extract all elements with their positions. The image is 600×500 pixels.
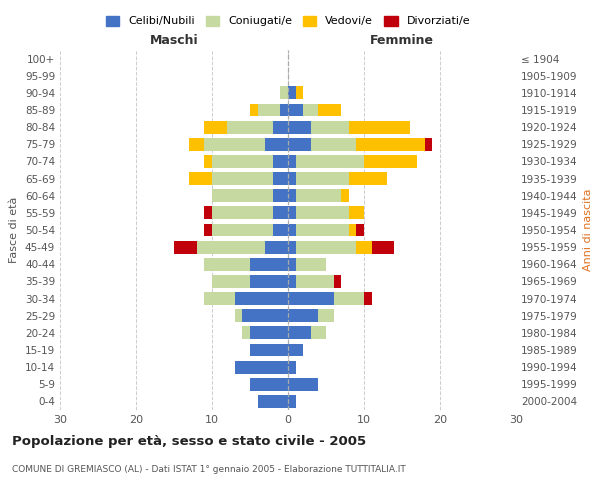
Bar bbox=[250, 344, 288, 356]
Bar bbox=[356, 224, 364, 236]
Bar bbox=[205, 292, 235, 305]
Bar bbox=[288, 190, 296, 202]
Bar bbox=[265, 240, 288, 254]
Legend: Celibi/Nubili, Coniugati/e, Vedovi/e, Divorziati/e: Celibi/Nubili, Coniugati/e, Vedovi/e, Di… bbox=[106, 16, 470, 26]
Bar bbox=[288, 326, 311, 340]
Bar bbox=[425, 138, 433, 150]
Bar bbox=[288, 378, 319, 390]
Bar bbox=[288, 275, 296, 288]
Bar bbox=[288, 360, 296, 374]
Y-axis label: Fasce di età: Fasce di età bbox=[10, 197, 19, 263]
Bar bbox=[250, 258, 288, 270]
Bar bbox=[235, 292, 288, 305]
Bar bbox=[212, 275, 250, 288]
Bar bbox=[273, 172, 288, 185]
Bar bbox=[288, 310, 319, 322]
Bar bbox=[296, 206, 349, 220]
Bar bbox=[288, 172, 296, 185]
Bar bbox=[288, 240, 296, 254]
Bar bbox=[288, 120, 311, 134]
Bar bbox=[349, 224, 356, 236]
Bar bbox=[319, 310, 334, 322]
Bar bbox=[311, 138, 356, 150]
Bar bbox=[296, 155, 364, 168]
Text: Maschi: Maschi bbox=[149, 34, 199, 46]
Bar bbox=[364, 155, 417, 168]
Bar bbox=[349, 120, 410, 134]
Bar bbox=[235, 360, 288, 374]
Bar bbox=[212, 155, 273, 168]
Bar bbox=[212, 172, 273, 185]
Y-axis label: Anni di nascita: Anni di nascita bbox=[583, 188, 593, 271]
Bar bbox=[242, 326, 250, 340]
Bar bbox=[273, 155, 288, 168]
Bar bbox=[288, 292, 334, 305]
Text: Femmine: Femmine bbox=[370, 34, 434, 46]
Bar bbox=[356, 138, 425, 150]
Bar bbox=[296, 240, 356, 254]
Bar bbox=[257, 104, 280, 117]
Bar bbox=[273, 206, 288, 220]
Bar bbox=[311, 120, 349, 134]
Bar bbox=[189, 172, 212, 185]
Bar bbox=[197, 240, 265, 254]
Bar bbox=[280, 86, 288, 100]
Bar bbox=[319, 104, 341, 117]
Bar bbox=[273, 190, 288, 202]
Bar bbox=[205, 155, 212, 168]
Bar bbox=[288, 86, 296, 100]
Bar bbox=[364, 292, 371, 305]
Bar bbox=[356, 240, 371, 254]
Bar bbox=[296, 190, 341, 202]
Bar bbox=[273, 224, 288, 236]
Bar bbox=[212, 190, 273, 202]
Bar bbox=[280, 104, 288, 117]
Bar bbox=[296, 224, 349, 236]
Bar bbox=[250, 275, 288, 288]
Text: Popolazione per età, sesso e stato civile - 2005: Popolazione per età, sesso e stato civil… bbox=[12, 435, 366, 448]
Bar bbox=[296, 275, 334, 288]
Bar bbox=[205, 138, 265, 150]
Bar bbox=[288, 155, 296, 168]
Bar bbox=[205, 224, 212, 236]
Bar bbox=[334, 292, 364, 305]
Bar bbox=[212, 224, 273, 236]
Bar bbox=[205, 206, 212, 220]
Bar bbox=[250, 104, 257, 117]
Bar bbox=[349, 206, 364, 220]
Bar bbox=[288, 138, 311, 150]
Bar bbox=[288, 258, 296, 270]
Bar bbox=[288, 344, 303, 356]
Bar bbox=[296, 258, 326, 270]
Bar bbox=[288, 206, 296, 220]
Bar bbox=[303, 104, 319, 117]
Bar bbox=[265, 138, 288, 150]
Bar bbox=[205, 120, 227, 134]
Bar bbox=[250, 326, 288, 340]
Bar bbox=[288, 104, 303, 117]
Bar bbox=[257, 395, 288, 408]
Bar bbox=[341, 190, 349, 202]
Bar bbox=[235, 310, 242, 322]
Bar bbox=[242, 310, 288, 322]
Bar bbox=[174, 240, 197, 254]
Bar bbox=[273, 120, 288, 134]
Bar bbox=[311, 326, 326, 340]
Bar bbox=[371, 240, 394, 254]
Bar bbox=[288, 395, 296, 408]
Bar bbox=[212, 206, 273, 220]
Bar bbox=[296, 172, 349, 185]
Bar bbox=[205, 258, 250, 270]
Text: COMUNE DI GREMIASCO (AL) - Dati ISTAT 1° gennaio 2005 - Elaborazione TUTTITALIA.: COMUNE DI GREMIASCO (AL) - Dati ISTAT 1°… bbox=[12, 465, 406, 474]
Bar bbox=[349, 172, 387, 185]
Bar bbox=[296, 86, 303, 100]
Bar bbox=[288, 224, 296, 236]
Bar bbox=[334, 275, 341, 288]
Bar bbox=[227, 120, 273, 134]
Bar bbox=[250, 378, 288, 390]
Bar bbox=[189, 138, 205, 150]
